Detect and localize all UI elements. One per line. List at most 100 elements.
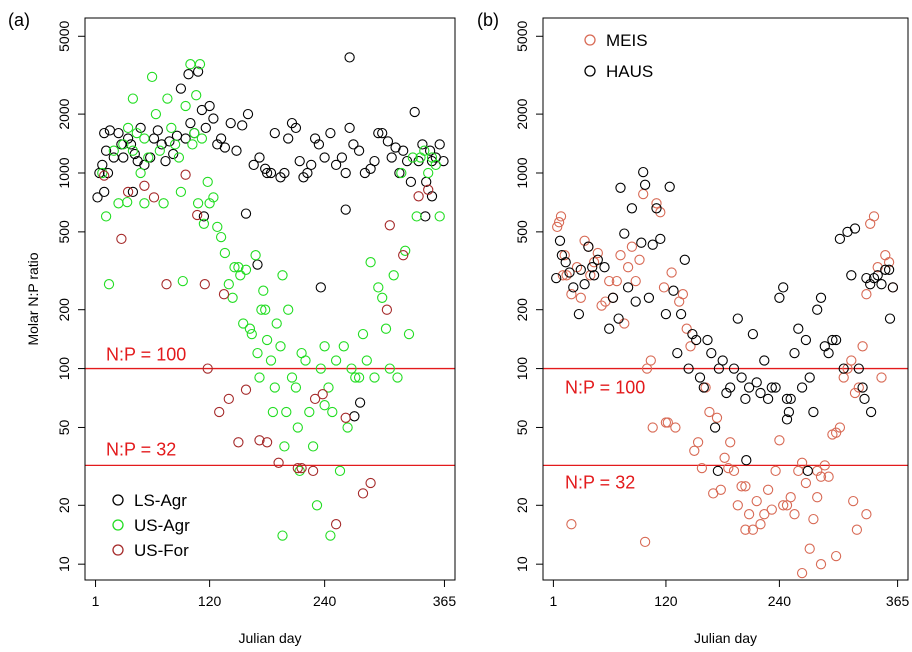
- point-HAUS: [770, 382, 781, 393]
- y-tick-label: 5000: [514, 20, 530, 51]
- point-HAUS: [554, 235, 566, 246]
- point-HAUS: [564, 267, 575, 278]
- point-MEIS: [566, 289, 577, 300]
- point-MEIS: [868, 211, 880, 222]
- y-tick-label: 100: [514, 357, 530, 381]
- point-US-For: [180, 169, 191, 180]
- point-US-For: [384, 220, 395, 231]
- point-MEIS: [566, 519, 577, 530]
- point-US-For: [116, 233, 127, 245]
- reference-label-32: N:P = 32: [106, 439, 176, 459]
- point-LS-Agr: [313, 139, 325, 150]
- point-HAUS: [683, 363, 694, 374]
- point-LS-Agr: [302, 167, 313, 179]
- point-MEIS: [759, 509, 770, 520]
- point-MEIS: [630, 275, 641, 287]
- point-HAUS: [781, 414, 793, 425]
- point-HAUS: [655, 233, 666, 245]
- point-LS-Agr: [99, 186, 110, 198]
- point-HAUS: [607, 292, 619, 303]
- point-US-Agr: [434, 211, 445, 222]
- point-HAUS: [660, 308, 672, 320]
- point-HAUS: [778, 282, 789, 293]
- point-US-Agr: [353, 372, 365, 383]
- point-US-Agr: [215, 231, 227, 243]
- point-HAUS: [740, 393, 751, 405]
- point-US-Agr: [271, 318, 282, 329]
- point-MEIS: [725, 437, 736, 448]
- point-US-Agr: [380, 323, 392, 334]
- point-US-Agr: [103, 279, 115, 290]
- point-LS-Agr: [283, 133, 294, 144]
- point-US-Agr: [365, 257, 376, 268]
- point-LS-Agr: [315, 282, 326, 293]
- plot-frame: [542, 17, 909, 581]
- point-US-Agr: [361, 355, 372, 366]
- point-US-Agr: [250, 250, 261, 261]
- point-MEIS: [592, 247, 603, 259]
- point-LS-Agr: [306, 159, 317, 171]
- point-LS-Agr: [409, 106, 420, 118]
- point-LS-Agr: [344, 122, 355, 134]
- point-MEIS: [851, 524, 863, 535]
- x-axis-label: Julian day: [694, 630, 757, 646]
- point-HAUS: [774, 292, 785, 303]
- point-LS-Agr: [309, 133, 321, 144]
- y-tick-label: 500: [56, 220, 72, 244]
- point-MEIS: [857, 341, 868, 352]
- panel-b: N:P = 100 N:P = 32 1 120 240 365 Julian day 10 2…: [477, 10, 909, 646]
- point-US-Agr: [202, 176, 213, 188]
- point-MEIS: [634, 254, 645, 265]
- x-tick-label: 1: [92, 593, 100, 609]
- point-US-For: [317, 389, 328, 400]
- point-US-Agr: [265, 355, 277, 366]
- reference-label-100: N:P = 100: [565, 378, 645, 398]
- point-HAUS: [709, 422, 721, 433]
- point-LS-Agr: [279, 167, 290, 179]
- point-US-Agr: [392, 372, 403, 383]
- point-HAUS: [575, 264, 586, 275]
- point-MEIS: [796, 457, 808, 468]
- point-US-For: [254, 435, 265, 446]
- point-US-Agr: [180, 100, 191, 112]
- point-US-Agr: [131, 127, 142, 139]
- point-LS-Agr: [417, 139, 428, 150]
- point-US-Agr: [279, 441, 290, 452]
- point-US-Agr: [127, 93, 139, 104]
- point-LS-Agr: [265, 167, 277, 179]
- x-tick-label: 365: [886, 593, 910, 609]
- point-US-Agr: [300, 355, 311, 366]
- point-HAUS: [713, 363, 725, 374]
- point-HAUS: [853, 363, 864, 374]
- point-LS-Agr: [353, 145, 365, 156]
- point-LS-Agr: [340, 204, 351, 215]
- point-HAUS: [783, 406, 795, 418]
- point-HAUS: [859, 393, 870, 405]
- point-HAUS: [560, 257, 571, 268]
- point-US-Agr: [100, 211, 112, 222]
- point-US-Agr: [319, 400, 330, 411]
- point-LS-Agr: [152, 125, 163, 136]
- point-HAUS: [675, 308, 687, 320]
- point-HAUS: [812, 304, 823, 315]
- point-MEIS: [842, 363, 853, 374]
- point-MEIS: [774, 435, 785, 446]
- point-MEIS: [604, 275, 615, 287]
- point-MEIS: [615, 250, 626, 261]
- point-US-For: [161, 279, 172, 290]
- point-US-Agr: [127, 145, 139, 156]
- point-HAUS: [830, 334, 842, 346]
- x-tick-label: 120: [198, 593, 222, 609]
- point-HAUS: [687, 328, 698, 340]
- point-US-Agr: [388, 270, 399, 281]
- point-MEIS: [692, 437, 704, 448]
- x-tick-label: 240: [768, 593, 792, 609]
- point-LS-Agr: [175, 83, 187, 94]
- point-US-For: [240, 384, 252, 395]
- point-HAUS: [883, 264, 895, 275]
- point-US-Agr: [146, 71, 158, 83]
- point-US-For: [292, 462, 303, 474]
- point-MEIS: [823, 471, 834, 482]
- point-LS-Agr: [294, 155, 305, 167]
